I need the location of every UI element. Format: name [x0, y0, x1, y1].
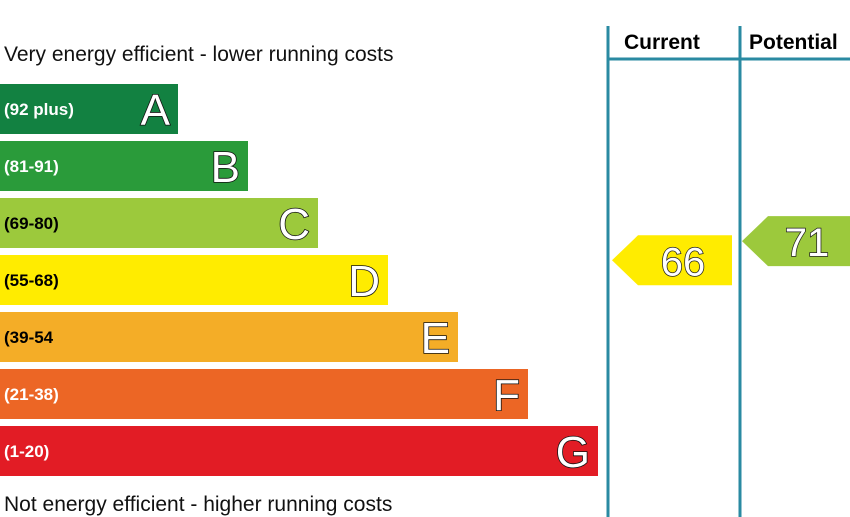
band-range-label: (21-38): [4, 385, 59, 404]
band-bar-a: [0, 84, 178, 134]
band-range-label: (55-68): [4, 271, 59, 290]
potential-column-header: Potential: [749, 31, 838, 54]
band-c: (69-80) C: [0, 198, 318, 250]
rating-value: 71: [785, 221, 830, 265]
band-bar-b: [0, 141, 248, 191]
top-caption: Very energy efficient - lower running co…: [4, 43, 393, 66]
band-range-label: (1-20): [4, 442, 49, 461]
band-e: (39-54 E: [0, 312, 458, 364]
band-letter: D: [348, 257, 380, 306]
rating-arrow: [612, 235, 732, 286]
band-range-label: (69-80): [4, 214, 59, 233]
band-bar-e: [0, 312, 458, 362]
rating-potential: 71: [742, 216, 850, 267]
band-letter: C: [278, 200, 310, 249]
band-letter: A: [141, 86, 171, 135]
band-a: (92 plus) A: [0, 84, 178, 136]
band-range-label: (39-54: [4, 328, 54, 347]
band-letter: G: [556, 428, 590, 477]
band-bar-c: [0, 198, 318, 248]
band-letter: F: [493, 371, 520, 420]
rating-arrows: 66 71: [612, 216, 850, 286]
band-range-label: (92 plus): [4, 100, 74, 119]
band-letter: B: [211, 143, 240, 192]
rating-arrow: [742, 216, 850, 267]
rating-value: 66: [661, 240, 706, 284]
band-bar-f: [0, 369, 528, 419]
band-b: (81-91) B: [0, 141, 248, 193]
current-column-header: Current: [624, 31, 700, 54]
band-f: (21-38) F: [0, 369, 528, 421]
band-letter: E: [421, 314, 450, 363]
bottom-caption: Not energy efficient - higher running co…: [4, 493, 392, 516]
band-d: (55-68) D: [0, 255, 388, 307]
band-bars: (92 plus) A (81-91) B (69-80) C (55-68) D (39-54…: [0, 84, 598, 478]
column-dividers: [606, 26, 850, 517]
rating-current: 66: [612, 235, 732, 286]
band-bar-d: [0, 255, 388, 305]
band-g: (1-20) G: [0, 426, 598, 478]
band-range-label: (81-91): [4, 157, 59, 176]
band-bar-g: [0, 426, 598, 476]
